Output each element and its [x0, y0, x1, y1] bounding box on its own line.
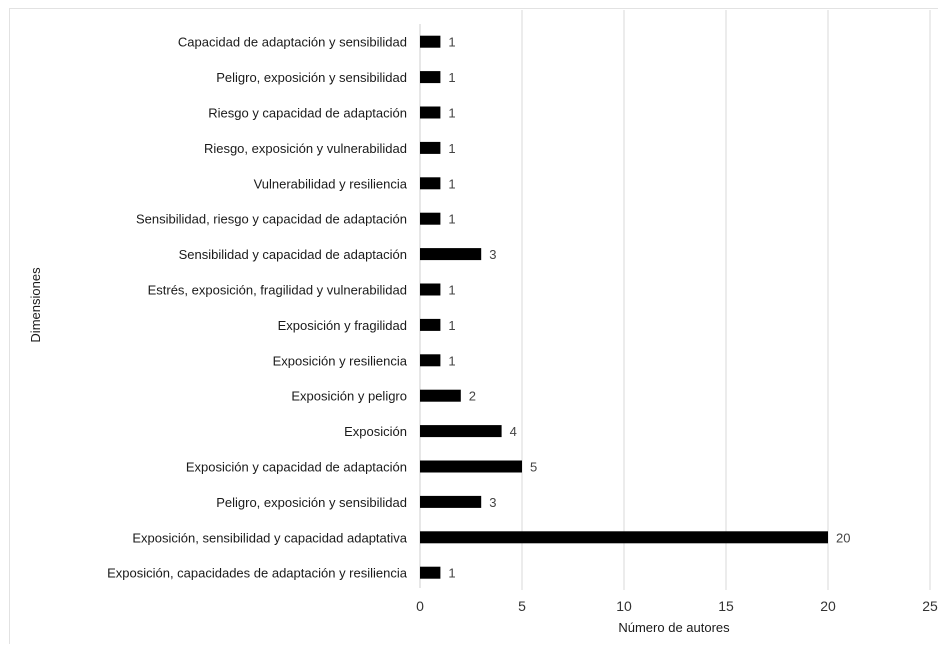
category-label: Peligro, exposición y sensibilidad: [216, 495, 407, 510]
category-label: Vulnerabilidad y resiliencia: [254, 176, 408, 191]
bar: [420, 531, 828, 544]
category-labels: Capacidad de adaptación y sensibilidad Pe…: [107, 35, 408, 581]
data-label: 1: [448, 318, 455, 333]
bar: [420, 106, 441, 119]
data-label: 20: [836, 530, 850, 545]
data-label: 1: [448, 106, 455, 121]
data-label: 1: [448, 70, 455, 85]
data-label: 3: [489, 247, 496, 262]
data-label: 3: [489, 495, 496, 510]
category-label: Exposición: [344, 424, 407, 439]
data-label: 1: [448, 35, 455, 50]
data-label: 1: [448, 353, 455, 368]
category-label: Estrés, exposición, fragilidad y vulnera…: [148, 283, 407, 298]
category-label: Exposición, capacidades de adaptación y …: [107, 566, 408, 581]
bar: [420, 71, 441, 84]
category-label: Sensibilidad y capacidad de adaptación: [179, 247, 407, 262]
bars: [420, 35, 828, 579]
category-label: Sensibilidad, riesgo y capacidad de adap…: [136, 212, 407, 227]
bar: [420, 495, 482, 508]
data-label: 1: [448, 176, 455, 191]
bar: [420, 212, 441, 225]
bar: [420, 354, 441, 367]
bar: [420, 460, 522, 473]
data-label: 1: [448, 566, 455, 581]
x-tick-label: 15: [718, 598, 734, 614]
gridlines: [419, 10, 931, 590]
category-label: Exposición y fragilidad: [278, 318, 407, 333]
data-label: 5: [530, 460, 537, 475]
category-label: Riesgo, exposición y vulnerabilidad: [204, 141, 407, 156]
x-tick-label: 25: [922, 598, 938, 614]
bar: [420, 566, 441, 579]
y-axis-title: Dimensiones: [28, 267, 43, 343]
data-label: 2: [469, 389, 476, 404]
data-label: 4: [510, 424, 517, 439]
bar: [420, 35, 441, 48]
x-tick-labels: 0 5 10 15 20 25: [416, 598, 938, 614]
bar: [420, 141, 441, 154]
x-tick-label: 10: [616, 598, 632, 614]
category-label: Exposición y resiliencia: [273, 353, 408, 368]
x-axis-title: Número de autores: [618, 620, 730, 635]
bar: [420, 283, 441, 296]
bar: [420, 177, 441, 190]
value-labels: 1 1 1 1 1 1 3 1 1 1 2 4 5 3 20 1: [448, 35, 850, 581]
data-label: 1: [448, 141, 455, 156]
x-tick-label: 0: [416, 598, 424, 614]
bar: [420, 248, 482, 261]
category-label: Riesgo y capacidad de adaptación: [208, 106, 407, 121]
bar: [420, 425, 502, 438]
category-label: Peligro, exposición y sensibilidad: [216, 70, 407, 85]
bar: [420, 318, 441, 331]
category-label: Exposición y capacidad de adaptación: [186, 460, 407, 475]
data-label: 1: [448, 283, 455, 298]
category-label: Exposición y peligro: [291, 389, 407, 404]
x-tick-label: 20: [820, 598, 836, 614]
x-tick-label: 5: [518, 598, 526, 614]
category-label: Capacidad de adaptación y sensibilidad: [178, 35, 407, 50]
bar: [420, 389, 461, 402]
data-label: 1: [448, 212, 455, 227]
category-label: Exposición, sensibilidad y capacidad ada…: [132, 530, 407, 545]
